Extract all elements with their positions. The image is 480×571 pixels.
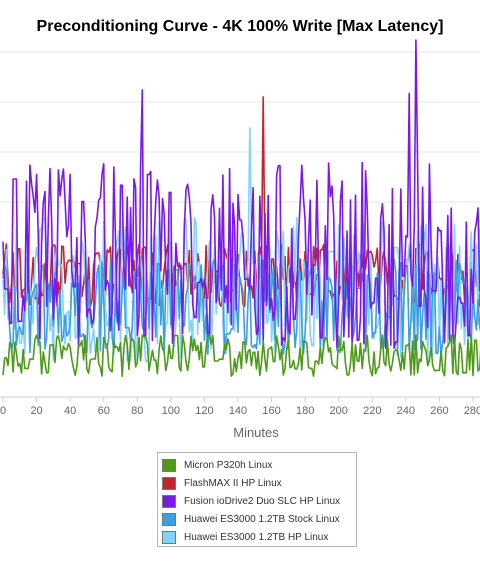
- legend-item: Fusion ioDrive2 Duo SLC HP Linux: [162, 492, 356, 510]
- chart-title: Preconditioning Curve - 4K 100% Write [M…: [36, 18, 444, 35]
- chart-plot: 0 20 40 60 80 100 120 140 160 180 200 220 240 260 280 M…: [0, 39, 480, 440]
- legend-item: Huawei ES3000 1.2TB HP Linux: [162, 528, 356, 546]
- x-tick-label: 40: [64, 405, 76, 417]
- x-tick-label: 240: [397, 405, 415, 417]
- legend-item: FlashMAX II HP Linux: [162, 474, 356, 492]
- x-axis-label: Minutes: [233, 425, 279, 440]
- x-tick-label: 280: [464, 405, 480, 417]
- series-line-huawei-stock: [2, 258, 480, 356]
- legend-item: Micron P320h Linux: [162, 456, 356, 474]
- legend-label: Micron P320h Linux: [184, 459, 273, 471]
- x-tick-label: 220: [363, 405, 381, 417]
- x-tick-label: 260: [430, 405, 448, 417]
- x-tick-label: 160: [262, 405, 280, 417]
- x-tick-label: 60: [98, 405, 110, 417]
- legend-label: FlashMAX II HP Linux: [184, 477, 282, 489]
- x-tick-label: 140: [229, 405, 247, 417]
- x-tick-label: 200: [330, 405, 348, 417]
- legend-label: Huawei ES3000 1.2TB HP Linux: [184, 531, 329, 543]
- legend-label: Huawei ES3000 1.2TB Stock Linux: [184, 513, 340, 525]
- legend-swatch-huawei-stock: [162, 512, 176, 526]
- legend-swatch-huawei-hp: [162, 530, 176, 544]
- x-tick-label: 100: [162, 405, 180, 417]
- legend-swatch-micron: [162, 458, 176, 472]
- series-line-fusion: [2, 39, 480, 350]
- x-tick-label: 0: [0, 405, 6, 417]
- x-tick-label: 20: [30, 405, 42, 417]
- x-tick-label: 180: [296, 405, 314, 417]
- x-tick-label: 80: [131, 405, 143, 417]
- legend-swatch-fusion: [162, 494, 176, 508]
- legend-swatch-flashmax: [162, 476, 176, 490]
- x-tick-label: 120: [195, 405, 213, 417]
- legend-label: Fusion ioDrive2 Duo SLC HP Linux: [184, 495, 341, 507]
- chart-legend: Micron P320h Linux FlashMAX II HP Linux …: [157, 452, 357, 547]
- series-line-micron: [2, 334, 480, 378]
- legend-item: Huawei ES3000 1.2TB Stock Linux: [162, 510, 356, 528]
